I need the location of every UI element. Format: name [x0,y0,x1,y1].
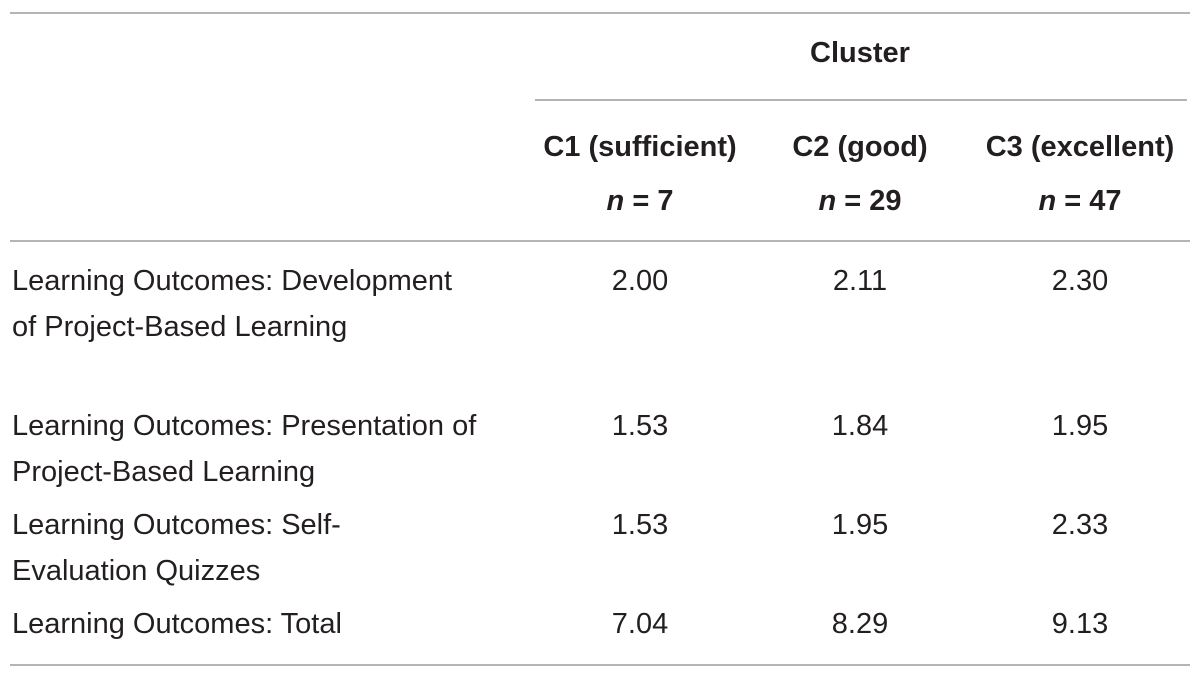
cluster-rule [535,99,1187,101]
cell-value: 7.04 [611,608,669,640]
n-value: = 29 [844,185,902,217]
n-symbol: n [606,185,625,217]
row-label-presentation: Learning Outcomes: Presentation of Proje… [12,410,477,488]
table-bottom-rule [10,664,1190,666]
header-bottom-rule [10,240,1190,242]
sample-size-c2: n = 29 [760,178,960,224]
cell-value: 8.29 [831,608,889,640]
table-top-rule [10,12,1190,14]
column-header-c1: C1 (sufficient) [543,131,737,163]
n-symbol: n [818,185,837,217]
column-header-c2: C2 (good) [792,131,928,163]
n-symbol: n [1038,185,1057,217]
cell-value: 9.13 [1051,608,1109,640]
column-header-c3: C3 (excellent) [985,131,1175,163]
cell-value: 1.53 [611,410,669,442]
cell-value: 2.30 [1051,265,1109,297]
sample-size-c3: n = 47 [960,178,1200,224]
n-value: = 7 [632,185,674,217]
cell-value: 1.95 [1051,410,1109,442]
n-value: = 47 [1064,185,1122,217]
cell-value: 2.11 [832,265,888,297]
sample-size-c1: n = 7 [520,178,760,224]
cluster-header: Cluster [810,37,910,69]
cell-value: 1.84 [831,410,889,442]
cell-value: 2.00 [611,265,669,297]
cell-value: 1.95 [831,509,889,541]
row-label-development: Learning Outcomes: Development of Projec… [12,265,453,343]
row-label-total: Learning Outcomes: Total [12,608,342,640]
cell-value: 1.53 [611,509,669,541]
row-label-self-evaluation: Learning Outcomes: Self-Evaluation Quizz… [12,509,341,587]
cell-value: 2.33 [1051,509,1109,541]
